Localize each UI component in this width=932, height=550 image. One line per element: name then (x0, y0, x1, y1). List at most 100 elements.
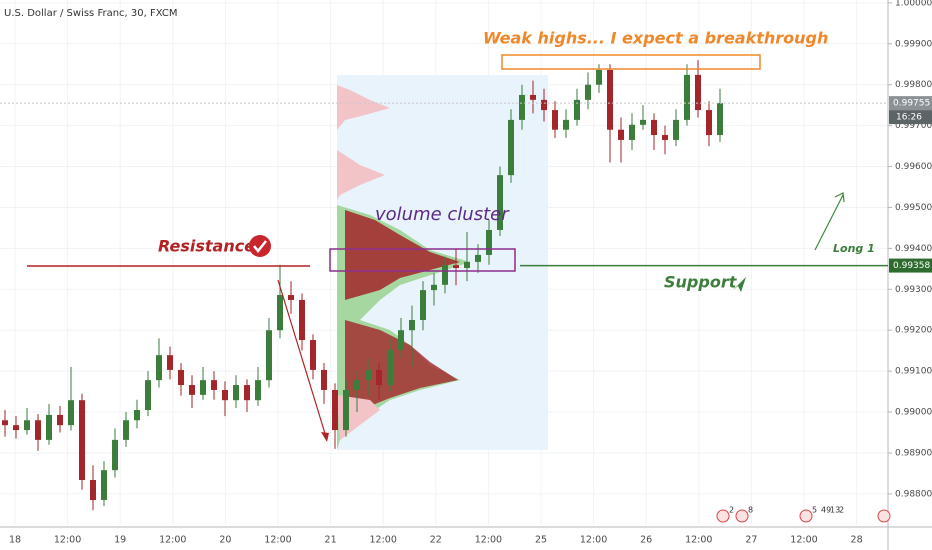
countdown-tag (889, 110, 932, 125)
x-tick-label: 20 (219, 535, 231, 546)
candle-body (431, 284, 437, 291)
weak-highs-note: Weak highs... I expect a breakthrough (483, 29, 828, 48)
x-tick-label: 28 (851, 535, 863, 546)
volume-profile (337, 75, 548, 450)
arrow-head (321, 432, 329, 442)
badge-count: 13 (830, 506, 840, 515)
profile-bar (345, 210, 460, 300)
badge-count: 2 (839, 506, 844, 515)
candle-body (376, 369, 382, 386)
candle-body (629, 124, 635, 140)
y-tick-label: 0.99600 (895, 162, 932, 172)
candle-body (508, 119, 514, 176)
candle-body (442, 265, 448, 285)
check-mark (253, 240, 267, 254)
candle-body (123, 420, 129, 440)
candle-body (255, 380, 261, 401)
candle-body (464, 261, 470, 269)
candle-body (233, 385, 239, 401)
price-tag (889, 96, 932, 111)
candle-body (596, 69, 602, 85)
candle-body (684, 74, 690, 120)
badge-icon (877, 509, 891, 523)
y-tick-label: 0.99300 (895, 285, 932, 295)
volume-cluster-note: volume cluster (375, 204, 510, 225)
badge-icon (735, 509, 749, 523)
candle-body (24, 420, 30, 431)
candle-body (79, 400, 85, 480)
candle-body (453, 265, 459, 269)
x-tick-label: 12:00 (790, 535, 817, 546)
y-tick-label: 0.99500 (895, 203, 932, 213)
x-tick-label: 12:00 (264, 535, 291, 546)
price-tag-label: 0.99358 (893, 261, 930, 271)
candle-body (101, 470, 107, 501)
resistance-note: Resistance (158, 237, 255, 256)
x-tick-label: 12:00 (159, 535, 186, 546)
x-tick-label: 19 (114, 535, 126, 546)
y-tick-label: 0.99000 (895, 408, 932, 418)
badge-count: 2 (729, 506, 734, 515)
weak-highs-box (501, 54, 761, 70)
candle-body (277, 295, 283, 331)
countdown-label: 16:26 (896, 113, 922, 123)
y-tick-label: 0.99100 (895, 367, 932, 377)
candle-body (145, 380, 151, 411)
y-tick-label: 0.99900 (895, 39, 932, 49)
x-tick-label: 26 (640, 535, 652, 546)
x-tick-label: 12:00 (580, 535, 607, 546)
candle-body (2, 420, 8, 426)
candle-body (189, 385, 195, 395)
candle-body (134, 410, 140, 421)
candle-body (112, 439, 118, 471)
candle-body (519, 94, 525, 120)
candles (2, 60, 723, 511)
candle-body (662, 135, 668, 140)
x-tick-label: 12:00 (54, 535, 81, 546)
arrow-head (834, 192, 845, 203)
y-tick-label: 0.98800 (895, 489, 932, 499)
y-tick-label: 0.99200 (895, 326, 932, 336)
price-tag-label: 0.99755 (893, 99, 930, 109)
candle-body (695, 74, 701, 111)
candle-body (585, 84, 591, 100)
candle-body (706, 110, 712, 136)
candle-body (563, 119, 569, 130)
x-tick-label: 27 (745, 535, 757, 546)
candle-body (68, 400, 74, 426)
long-arrow (814, 194, 844, 251)
candle-body (156, 355, 162, 381)
candle-body (398, 330, 404, 350)
badge-icon (799, 509, 813, 523)
candle-body (299, 299, 305, 341)
badge-count: 8 (748, 506, 753, 515)
candle-body (530, 94, 536, 100)
x-tick-label: 25 (535, 535, 547, 546)
candle-body (35, 420, 41, 440)
badge-count: 5 (812, 506, 817, 515)
cursor-icon (733, 277, 746, 292)
candle-body (365, 369, 371, 381)
candle-body (13, 425, 19, 431)
candle-body (90, 479, 96, 501)
candle-body (222, 389, 228, 401)
badge-count: 49 (821, 506, 831, 515)
trend-arrow (277, 279, 328, 441)
candle-body (640, 119, 646, 125)
candle-body (332, 389, 338, 431)
candle-body (321, 369, 327, 390)
y-tick-label: 0.99400 (895, 244, 932, 254)
candle-body (310, 340, 316, 370)
candle-body (266, 330, 272, 381)
candle-body (552, 110, 558, 130)
candle-body (673, 119, 679, 140)
profile-bar (345, 320, 458, 420)
candle-body (607, 69, 613, 130)
candle-body (420, 290, 426, 320)
candle-body (354, 380, 360, 390)
long-note: Long 1 (833, 242, 875, 255)
profile-bar (337, 85, 390, 130)
x-tick-label: 22 (430, 535, 442, 546)
badge-icon (716, 509, 730, 523)
